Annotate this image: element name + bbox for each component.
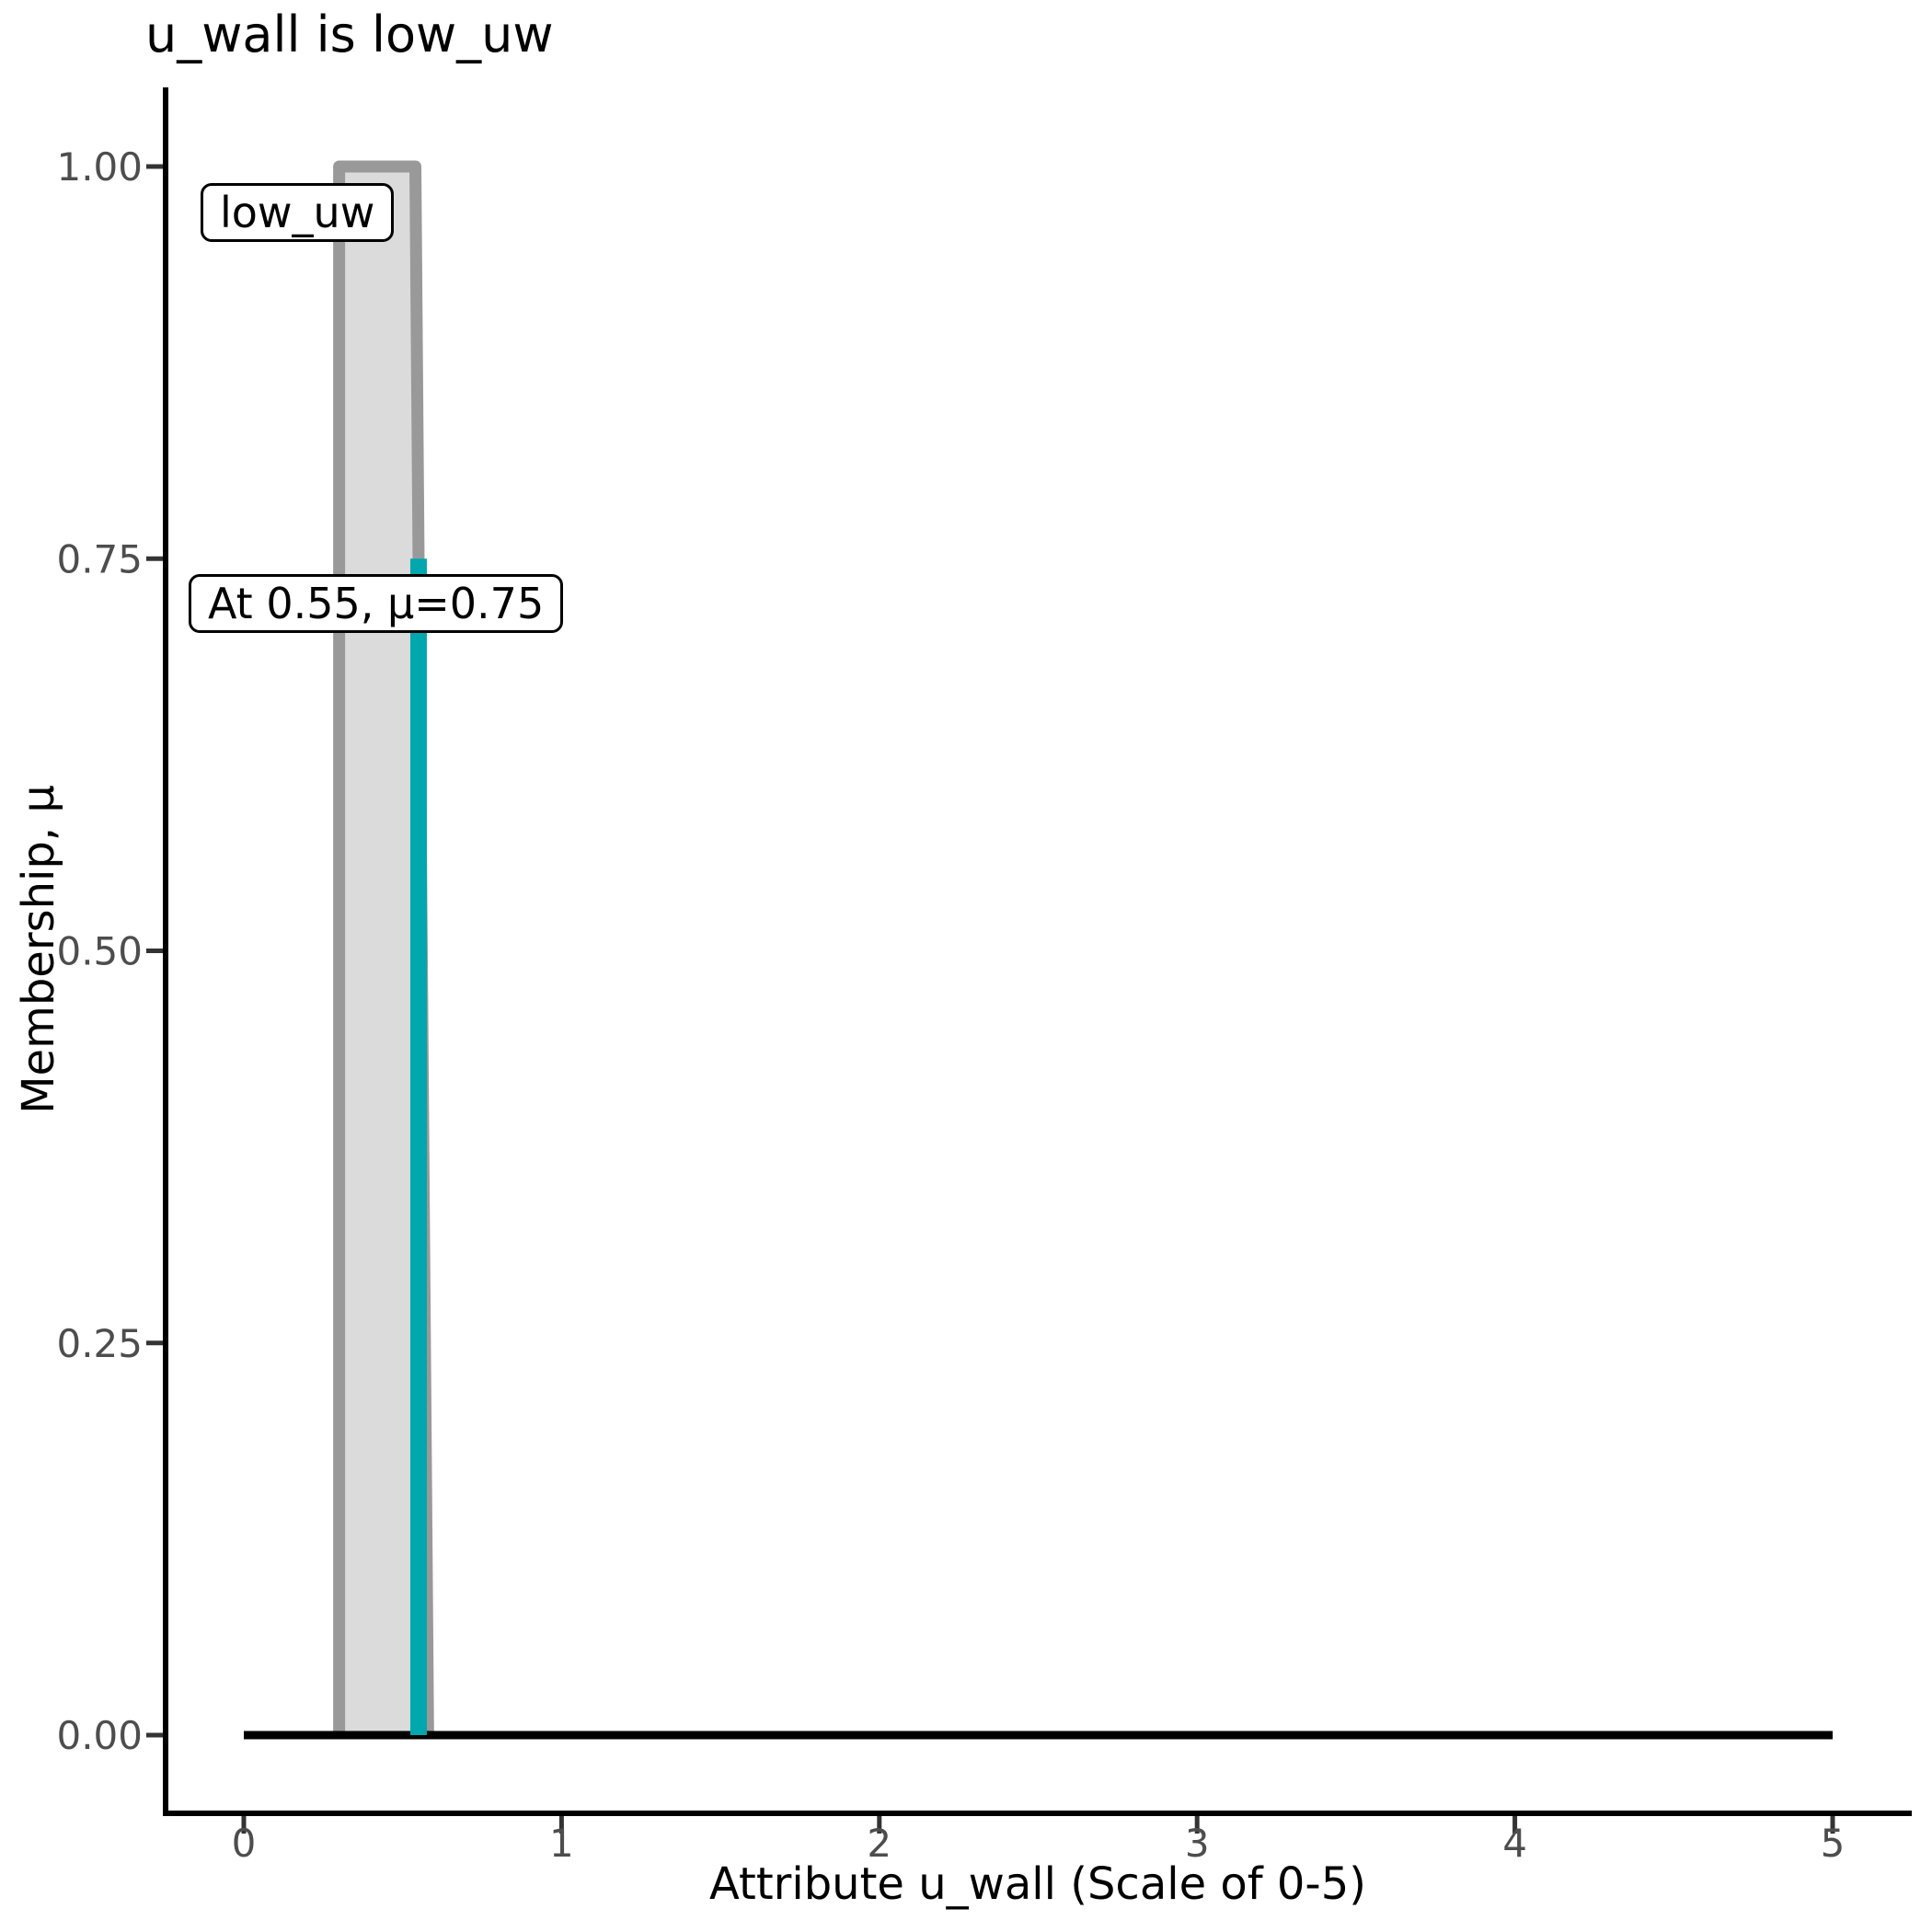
crisp-value-annotation: At 0.55, μ=0.75 xyxy=(189,574,564,633)
plot-title: u_wall is low_uw xyxy=(145,6,554,63)
y-tick-label: 0.50 xyxy=(56,929,143,974)
y-tick-label: 0.25 xyxy=(56,1321,143,1366)
x-axis-title: Attribute u_wall (Scale of 0-5) xyxy=(709,1858,1366,1910)
y-axis-title: Membership, μ xyxy=(13,785,64,1114)
x-tick-label: 1 xyxy=(549,1821,574,1866)
membership-function-fill xyxy=(339,167,429,1735)
x-tick-label: 2 xyxy=(867,1821,891,1866)
y-tick-label: 0.00 xyxy=(56,1713,143,1758)
x-tick-label: 0 xyxy=(232,1821,257,1866)
y-tick-label: 1.00 xyxy=(56,144,143,190)
x-tick-label: 3 xyxy=(1185,1821,1210,1866)
y-tick-label: 0.75 xyxy=(56,536,143,581)
x-tick-label: 5 xyxy=(1821,1821,1846,1866)
membership-function-label: low_uw xyxy=(201,183,395,242)
x-tick-label: 4 xyxy=(1502,1821,1527,1866)
